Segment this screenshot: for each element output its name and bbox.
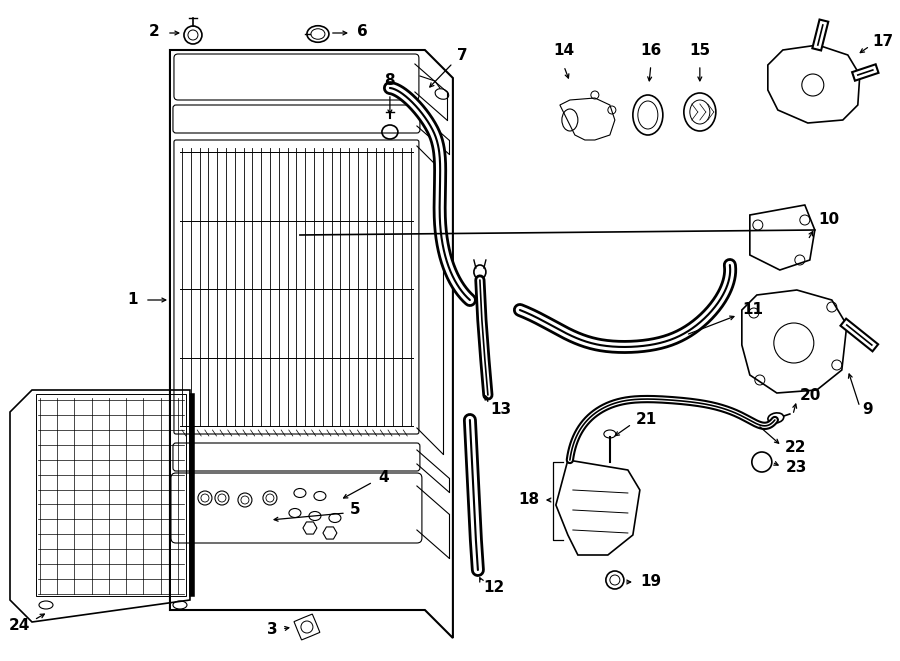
Text: 19: 19 <box>640 574 661 590</box>
Text: 1: 1 <box>128 293 138 307</box>
Text: 24: 24 <box>9 617 30 633</box>
Text: 17: 17 <box>873 34 894 50</box>
Text: 21: 21 <box>636 412 657 428</box>
Text: 16: 16 <box>640 43 662 58</box>
Text: 14: 14 <box>554 43 574 58</box>
Text: 23: 23 <box>786 461 807 475</box>
Text: 2: 2 <box>149 24 160 40</box>
Text: 7: 7 <box>457 48 467 63</box>
Text: 15: 15 <box>689 43 710 58</box>
Text: 9: 9 <box>862 403 872 418</box>
Text: 8: 8 <box>384 73 395 88</box>
Text: 3: 3 <box>267 623 278 637</box>
Text: 18: 18 <box>518 492 540 508</box>
Text: 12: 12 <box>483 580 504 596</box>
Text: 22: 22 <box>785 440 806 455</box>
Text: 6: 6 <box>357 24 368 40</box>
Text: 13: 13 <box>490 403 511 418</box>
Text: 5: 5 <box>350 502 361 518</box>
Text: 4: 4 <box>378 471 389 485</box>
Text: 11: 11 <box>742 303 763 317</box>
Text: 20: 20 <box>800 387 821 403</box>
Text: 10: 10 <box>818 212 839 227</box>
